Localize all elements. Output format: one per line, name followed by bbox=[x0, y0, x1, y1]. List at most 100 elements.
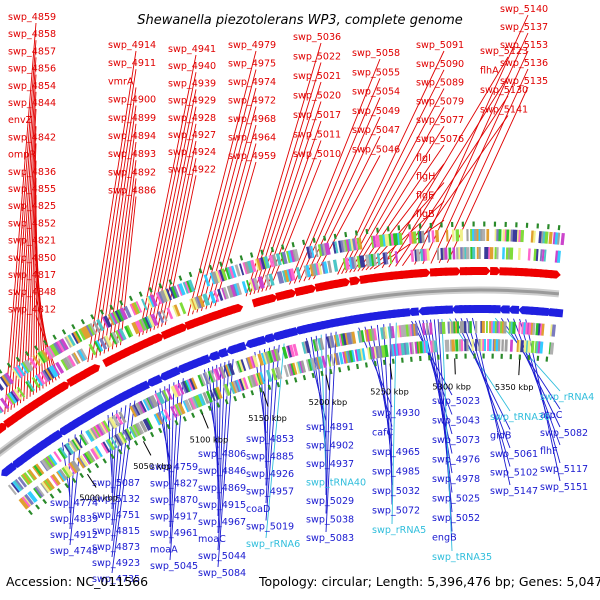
cog-feature-bar bbox=[157, 391, 166, 404]
reverse-gene-label: swp_4917 bbox=[150, 512, 198, 523]
cog-feature-bar bbox=[435, 230, 440, 243]
cog-feature-bar bbox=[174, 403, 183, 416]
cog-feature-bar bbox=[0, 375, 9, 388]
forward-gene-label: swp_5123 bbox=[480, 46, 528, 57]
forward-connector bbox=[187, 50, 257, 317]
reverse-gene-label: swp_5082 bbox=[540, 428, 588, 439]
cog-feature-bar bbox=[102, 441, 111, 453]
forward-connector bbox=[313, 155, 381, 280]
gc-marker bbox=[311, 372, 315, 379]
gc-marker bbox=[312, 237, 316, 243]
gc-marker bbox=[545, 356, 549, 362]
cog-feature-bar bbox=[340, 240, 345, 253]
cog-feature-bar bbox=[46, 367, 56, 379]
cog-feature-bar bbox=[548, 231, 553, 245]
cog-feature-bar bbox=[284, 269, 290, 283]
forward-connector bbox=[257, 101, 322, 293]
cog-feature-bar bbox=[344, 239, 349, 252]
forward-gene-label: swp_5130 bbox=[480, 85, 528, 96]
cog-feature-bar bbox=[35, 463, 45, 475]
cog-feature-bar bbox=[25, 381, 34, 393]
forward-connector bbox=[422, 32, 529, 265]
scale-tick bbox=[262, 391, 269, 407]
cog-feature-bar bbox=[537, 341, 542, 354]
cog-feature-bar bbox=[140, 318, 149, 331]
cog-feature-bar bbox=[359, 255, 363, 268]
gc-marker bbox=[267, 384, 272, 391]
reverse-connector bbox=[466, 317, 511, 467]
forward-gene-label: swp_5020 bbox=[293, 91, 341, 102]
cog-feature-bar bbox=[532, 322, 536, 335]
reverse-gene-label: swp_5052 bbox=[432, 513, 480, 524]
cog-feature-bar bbox=[525, 322, 529, 335]
rna-gene-label: swp_rRNA6 bbox=[246, 539, 300, 550]
cog-feature-bar bbox=[60, 338, 69, 351]
cog-feature-bar bbox=[286, 345, 291, 358]
cog-feature-bar bbox=[258, 257, 264, 270]
cog-feature-bar bbox=[70, 461, 80, 473]
cog-feature-bar bbox=[538, 231, 543, 244]
cog-feature-bar bbox=[539, 249, 543, 262]
cog-feature-bar bbox=[250, 374, 258, 387]
cog-feature-bar bbox=[314, 244, 319, 258]
gc-marker bbox=[79, 472, 85, 479]
cog-feature-bar bbox=[44, 347, 54, 360]
cog-feature-bar bbox=[72, 460, 81, 472]
cog-feature-bar bbox=[144, 398, 152, 411]
cog-feature-bar bbox=[421, 341, 425, 354]
cog-feature-bar bbox=[182, 380, 190, 393]
forward-gene-label: flhA bbox=[480, 66, 499, 77]
cog-feature-bar bbox=[389, 326, 394, 339]
forward-connector bbox=[13, 74, 37, 408]
gc-marker bbox=[347, 365, 351, 371]
cog-feature-bar bbox=[430, 340, 435, 353]
cog-feature-bar bbox=[58, 468, 68, 481]
reverse-gene-label: swp_4891 bbox=[306, 422, 354, 433]
cog-feature-bar bbox=[398, 343, 403, 356]
cog-feature-bar bbox=[541, 249, 545, 262]
cog-feature-bar bbox=[176, 283, 184, 297]
cog-feature-bar bbox=[110, 436, 118, 449]
forward-gene-label: swp_4968 bbox=[228, 114, 276, 125]
cog-feature-bar bbox=[107, 313, 115, 326]
cog-feature-bar bbox=[199, 374, 206, 386]
cog-feature-bar bbox=[254, 258, 260, 271]
cog-feature-bar bbox=[125, 428, 134, 440]
gc-marker bbox=[302, 239, 306, 246]
cog-feature-bar bbox=[22, 361, 31, 373]
gc-marker bbox=[80, 318, 85, 325]
gc-marker bbox=[216, 402, 221, 408]
cog-feature-bar bbox=[372, 235, 377, 248]
cog-feature-bar bbox=[252, 355, 259, 368]
cog-feature-bar bbox=[446, 339, 450, 352]
reverse-connector bbox=[111, 407, 122, 526]
cog-feature-bar bbox=[219, 366, 227, 379]
cog-feature-bar bbox=[114, 310, 123, 323]
cog-feature-bar bbox=[386, 233, 391, 246]
gc-marker bbox=[250, 390, 255, 396]
gc-marker bbox=[293, 377, 298, 383]
gc-marker bbox=[291, 241, 295, 248]
forward-gene-arrow bbox=[549, 270, 561, 279]
gc-marker bbox=[391, 358, 395, 364]
gc-marker bbox=[158, 283, 163, 289]
cog-feature-bar bbox=[534, 341, 538, 354]
cog-feature-bar bbox=[554, 232, 559, 245]
cog-feature-bar bbox=[345, 239, 351, 252]
cog-feature-bar bbox=[539, 323, 543, 336]
cog-feature-bar bbox=[90, 427, 99, 440]
cog-feature-bar bbox=[257, 276, 263, 289]
cog-feature-bar bbox=[133, 403, 141, 416]
cog-feature-bar bbox=[100, 442, 110, 454]
cog-feature-bar bbox=[165, 388, 173, 400]
gc-marker bbox=[99, 309, 104, 315]
cog-feature-bar bbox=[85, 451, 95, 464]
cog-feature-bar bbox=[150, 314, 157, 327]
cog-feature-bar bbox=[134, 320, 143, 333]
cog-feature-bar bbox=[376, 253, 381, 266]
reverse-connector bbox=[441, 318, 453, 552]
cog-feature-bar bbox=[56, 340, 66, 353]
forward-gene-label: swp_4886 bbox=[108, 186, 156, 197]
cog-feature-bar bbox=[141, 298, 148, 311]
forward-gene-arrow bbox=[284, 289, 297, 299]
